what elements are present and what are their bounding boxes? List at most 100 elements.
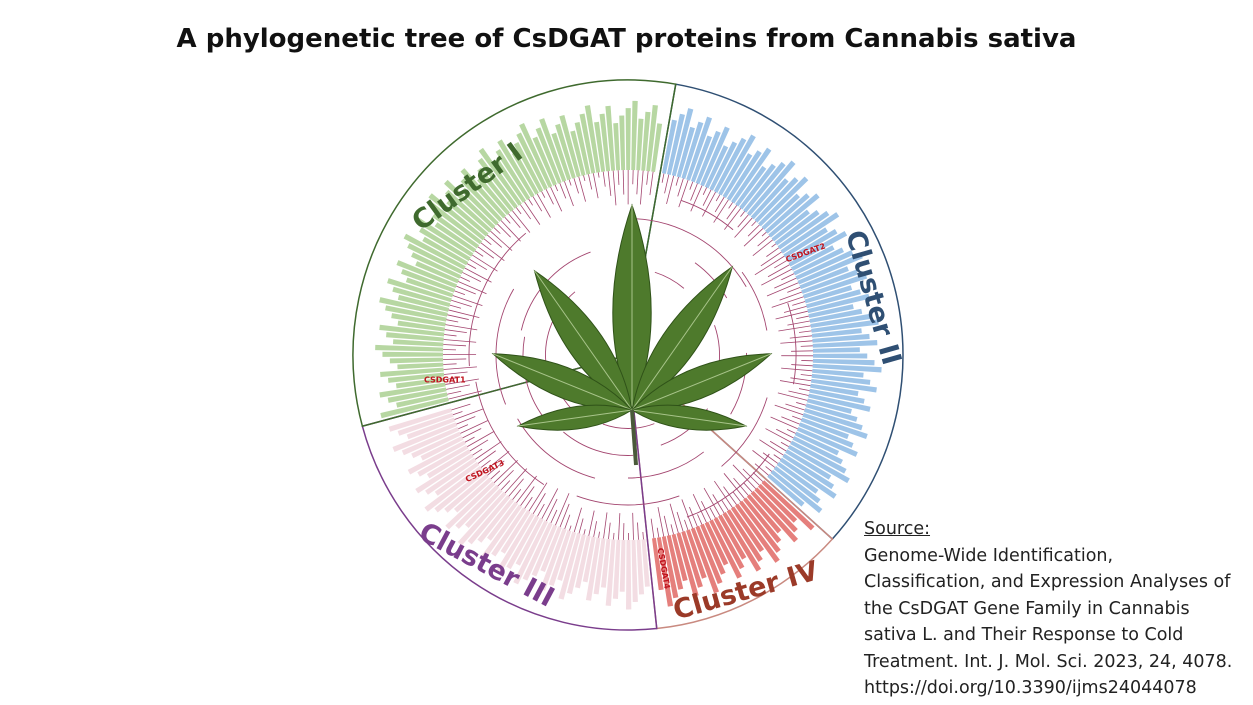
leaf-label-box [770,469,823,514]
leaf-label-box [651,123,663,172]
leaf-label-box [594,121,606,172]
leaf-label-box [730,506,765,553]
branch [766,247,780,257]
branch [765,428,792,443]
leaf-label-box [574,121,591,175]
leaf-label-box [455,484,500,529]
branch [689,181,694,190]
leaf-label-box [713,517,745,570]
branch [726,205,738,220]
branch [504,468,528,494]
leaf-label-box [446,199,489,237]
branch [593,521,597,537]
leaf-label-box [792,436,843,465]
branch [573,507,582,533]
branch [786,429,796,434]
branch [796,402,807,406]
branch [681,199,734,231]
leaf-label-box [651,537,664,591]
leaf-label-box [812,347,860,353]
leaf-label-box [808,304,854,318]
branch [462,272,481,282]
leaf-label-box [444,179,496,229]
branch [445,324,478,331]
leaf-label-box [388,408,452,432]
branch [573,177,579,194]
leaf-label-box [811,319,879,333]
branch [692,494,707,523]
leaf-label-box [709,141,738,191]
branch [686,453,770,518]
branch [743,482,753,493]
branch [508,213,521,228]
leaf-label-box [666,535,684,590]
branch [681,499,694,529]
leaf-label-box [619,115,626,171]
leaf-label-box [812,333,870,343]
branch [454,290,466,296]
leaf-label-box [704,145,729,189]
branch [675,176,679,186]
leaf-label-box [739,163,776,210]
leaf-label-box [810,378,877,393]
leaf-label-box [810,313,871,328]
leaf-label-box [396,260,458,288]
branch [788,390,809,396]
branch [721,500,729,511]
branch [774,277,797,289]
branch [555,493,570,526]
branch [796,315,809,320]
leaf-label-box [481,504,523,559]
branch [701,500,712,521]
leaf-label-box [593,538,606,595]
leaf-label-box [551,132,571,181]
leaf-label-box [793,247,844,276]
leaf-label-box [407,440,466,475]
branch [583,529,586,535]
branch [508,478,524,497]
branch [760,251,782,267]
branch [512,489,522,500]
leaf-label-box [392,286,451,307]
branch [497,223,511,238]
branch [743,228,764,247]
leaf-label-box [704,521,729,566]
leaf-label-box [796,426,858,457]
branch [728,202,733,209]
branch [532,493,546,515]
branch [779,291,803,301]
leaf-label-box [387,372,445,383]
branch [702,189,712,206]
leaf-label-box [758,176,809,227]
leaf-label-box [802,273,868,299]
branch [617,170,620,185]
branch [516,475,537,503]
leaf-label-box [676,126,695,178]
leaf-label-box [379,324,445,337]
leaf-label-box [777,210,830,250]
leaf-label-box [515,517,544,566]
leaf-label-box [612,539,621,599]
leaf-label-box [750,178,789,220]
leaf-label-box [539,118,567,182]
branch [597,172,600,178]
leaf-label-box [700,126,730,187]
leaf-label-box [397,362,444,370]
branch [493,227,501,234]
branch [569,525,572,531]
leaf-label-box [392,422,458,452]
branch [519,204,531,220]
title: A phylogenetic tree of CsDGAT proteins f… [176,24,1077,54]
branch [524,496,533,509]
leaf-label-box [407,243,464,275]
leaf-label-box [805,289,861,309]
leaf-label-box [750,490,799,543]
leaf-label-box [555,123,576,179]
branch [464,436,475,443]
branch [678,179,689,208]
leaf-label-box [631,539,638,603]
leaf-label-box [444,473,489,513]
branch [472,254,498,272]
source-line: Treatment. Int. J. Mol. Sci. 2023, 24, 4… [864,651,1233,672]
branch [780,340,813,344]
